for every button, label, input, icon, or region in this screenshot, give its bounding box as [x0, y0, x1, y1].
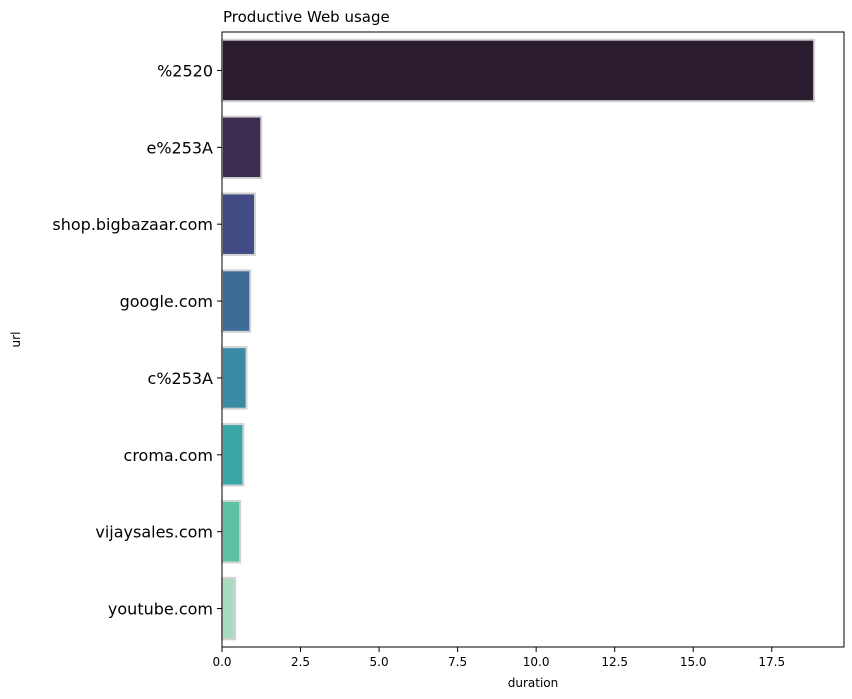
- y-axis-ticks: %2520 e%253A shop.bigbazaar.com google.com c…: [52, 61, 222, 619]
- bar-2: [221, 192, 256, 256]
- y-tick-label-3: google.com: [120, 292, 213, 311]
- x-tick-label-7: 17.5: [758, 655, 785, 669]
- bar-0: [221, 38, 816, 103]
- y-tick-label-4: c%253A: [148, 369, 214, 388]
- y-tick-label-5: croma.com: [124, 446, 213, 465]
- x-tick-label-6: 15.0: [680, 655, 707, 669]
- bar-7: [221, 576, 237, 641]
- bar-4: [221, 346, 248, 410]
- bar-6: [221, 499, 242, 564]
- y-tick-label-0: %2520: [157, 61, 213, 80]
- x-tick-label-1: 2.5: [291, 655, 310, 669]
- x-axis-label: duration: [508, 676, 559, 690]
- bar-5: [221, 423, 245, 487]
- bars-group: [221, 38, 816, 641]
- x-tick-label-4: 10.0: [523, 655, 550, 669]
- bar-1: [221, 115, 263, 180]
- x-tick-label-5: 12.5: [601, 655, 628, 669]
- y-tick-label-6: vijaysales.com: [95, 523, 213, 542]
- y-tick-label-7: youtube.com: [108, 600, 213, 619]
- plot-frame: [221, 31, 845, 648]
- x-tick-label-2: 5.0: [370, 655, 389, 669]
- y-axis-label: url: [9, 332, 23, 348]
- bar-3: [221, 269, 252, 333]
- y-tick-label-2: shop.bigbazaar.com: [52, 215, 213, 234]
- chart-title: Productive Web usage: [223, 8, 390, 26]
- y-tick-label-1: e%253A: [146, 138, 213, 157]
- x-tick-label-3: 7.5: [448, 655, 467, 669]
- x-tick-label-0: 0.0: [212, 655, 231, 669]
- x-axis-ticks: 0.0 2.5 5.0 7.5 10.0 12.5 15.0 17.5: [212, 647, 785, 669]
